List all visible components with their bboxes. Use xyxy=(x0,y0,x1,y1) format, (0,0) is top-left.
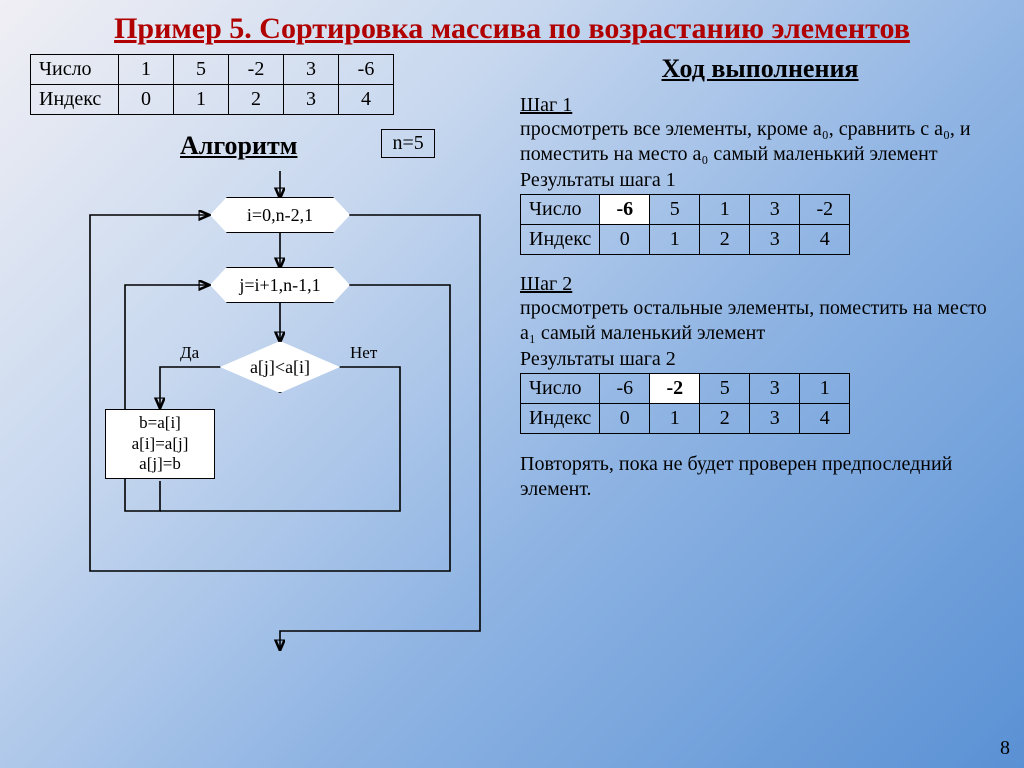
cell: 1 xyxy=(119,55,174,85)
input-array-table: Число 1 5 -2 3 -6 Индекс 0 1 2 3 4 xyxy=(30,54,394,115)
step2-result-label: Результаты шага 2 xyxy=(520,348,1000,371)
page-number: 8 xyxy=(1000,737,1010,760)
cell-highlight: -2 xyxy=(650,374,700,404)
row-label: Индекс xyxy=(521,404,600,434)
cell: 3 xyxy=(284,55,339,85)
page-title: Пример 5. Сортировка массива по возраста… xyxy=(0,0,1024,54)
step1-title: Шаг 1 xyxy=(520,94,1000,117)
cell: -2 xyxy=(229,55,284,85)
cell: 3 xyxy=(750,374,800,404)
row-label: Индекс xyxy=(521,225,600,255)
cell: -6 xyxy=(600,374,650,404)
cell: 2 xyxy=(700,404,750,434)
cell: 0 xyxy=(600,225,650,255)
cell: 4 xyxy=(339,85,394,115)
cell: 3 xyxy=(750,404,800,434)
cell: 4 xyxy=(800,404,850,434)
no-label: Нет xyxy=(350,343,377,363)
content-area: Число 1 5 -2 3 -6 Индекс 0 1 2 3 4 Алгор… xyxy=(0,54,1024,744)
repeat-text: Повторять, пока не будет проверен предпо… xyxy=(520,452,1000,502)
loop-inner-hexagon: j=i+1,n-1,1 xyxy=(210,267,350,303)
right-panel: Ход выполнения Шаг 1 просмотреть все эле… xyxy=(520,54,1000,502)
cell: 3 xyxy=(284,85,339,115)
step2-text: просмотреть остальные элементы, поместит… xyxy=(520,296,1000,346)
cell: 3 xyxy=(750,225,800,255)
step2-result-table: Число -6 -2 5 3 1 Индекс 0 1 2 3 4 xyxy=(520,373,850,434)
step1-result-table: Число -6 5 1 3 -2 Индекс 0 1 2 3 4 xyxy=(520,194,850,255)
loop-outer-hexagon: i=0,n-2,1 xyxy=(210,197,350,233)
flowchart-lines xyxy=(30,171,490,651)
cell: 5 xyxy=(700,374,750,404)
step1-result-label: Результаты шага 1 xyxy=(520,169,1000,192)
cell: -6 xyxy=(339,55,394,85)
execution-heading: Ход выполнения xyxy=(520,54,1000,84)
row-label: Индекс xyxy=(31,85,119,115)
row-label: Число xyxy=(31,55,119,85)
step2-title: Шаг 2 xyxy=(520,273,1000,296)
cell: 3 xyxy=(750,195,800,225)
cell: 1 xyxy=(800,374,850,404)
cell: 1 xyxy=(650,404,700,434)
yes-label: Да xyxy=(180,343,199,363)
cell: 1 xyxy=(174,85,229,115)
row-label: Число xyxy=(521,195,600,225)
process-rect: b=a[i] a[i]=a[j] a[j]=b xyxy=(105,409,215,479)
step1-text: просмотреть все элементы, кроме a₀, срав… xyxy=(520,117,1000,167)
cell: 0 xyxy=(119,85,174,115)
cell: 2 xyxy=(700,225,750,255)
row-label: Число xyxy=(521,374,600,404)
left-panel: Число 1 5 -2 3 -6 Индекс 0 1 2 3 4 Алгор… xyxy=(30,54,490,651)
cell: 5 xyxy=(174,55,229,85)
flowchart: i=0,n-2,1 j=i+1,n-1,1 a[j]<a[i] Да Нет b… xyxy=(30,171,490,651)
cell: 5 xyxy=(650,195,700,225)
process-line: a[i]=a[j] xyxy=(132,434,189,454)
cell: -2 xyxy=(800,195,850,225)
cell: 4 xyxy=(800,225,850,255)
cell: 0 xyxy=(600,404,650,434)
process-line: b=a[i] xyxy=(139,413,181,433)
cell-highlight: -6 xyxy=(600,195,650,225)
process-line: a[j]=b xyxy=(139,454,181,474)
n-value-box: n=5 xyxy=(381,129,434,158)
algorithm-heading: Алгоритм xyxy=(180,131,297,161)
cell: 1 xyxy=(650,225,700,255)
cell: 1 xyxy=(700,195,750,225)
cell: 2 xyxy=(229,85,284,115)
